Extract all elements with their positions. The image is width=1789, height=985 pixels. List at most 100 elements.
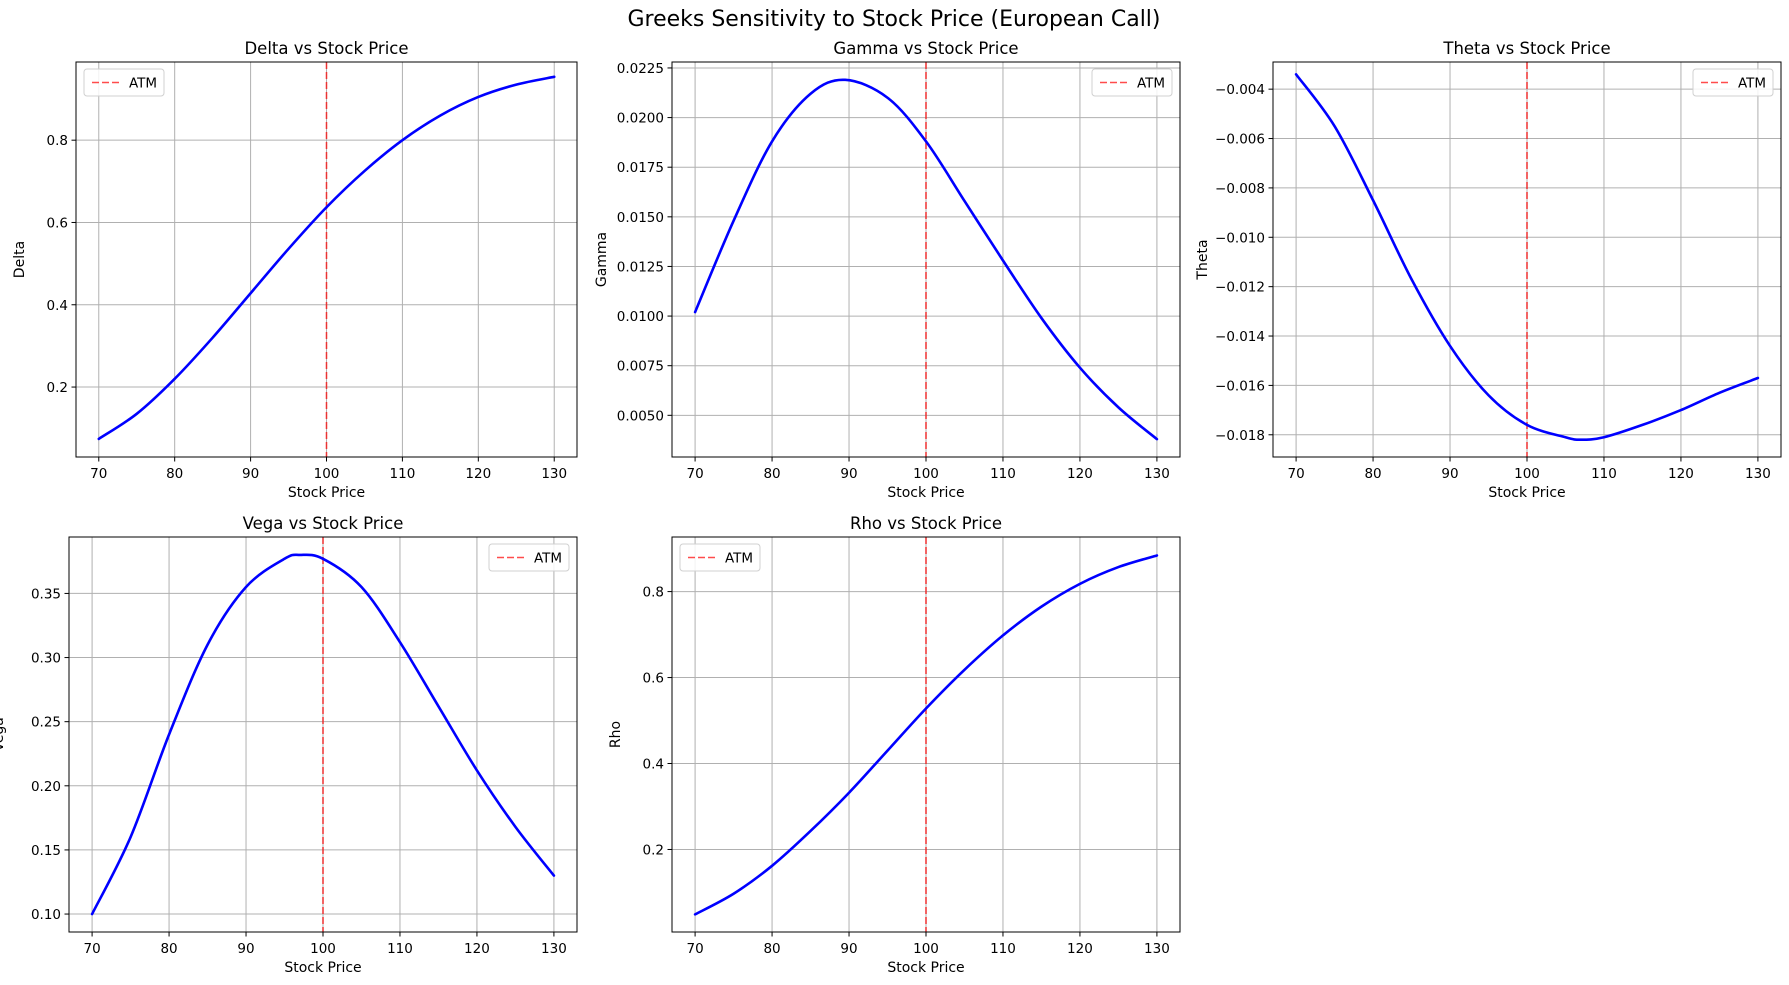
x-tick-label: 120 <box>1067 466 1093 482</box>
y-tick-label: −0.010 <box>1215 230 1265 246</box>
y-axis-label: Rho <box>608 721 624 748</box>
x-tick-label: 120 <box>1668 466 1694 482</box>
x-tick-label: 80 <box>160 941 177 957</box>
legend-atm-label: ATM <box>1137 76 1165 92</box>
rho-series-line <box>693 554 1159 916</box>
x-tick-label: 120 <box>464 941 490 957</box>
x-tick-label: 120 <box>1067 941 1093 957</box>
x-tick-label: 80 <box>166 466 183 482</box>
y-tick-label: 0.8 <box>643 585 664 601</box>
y-tick-label: 0.0200 <box>617 111 664 127</box>
y-tick-label: −0.016 <box>1215 378 1265 394</box>
legend: ATM <box>488 543 570 572</box>
y-tick-label: 0.20 <box>31 779 61 795</box>
y-axis-label: Theta <box>1195 239 1211 280</box>
y-tick-label: 0.8 <box>47 133 68 149</box>
x-tick-label: 90 <box>1441 466 1458 482</box>
x-tick-label: 100 <box>913 466 939 482</box>
x-tick-label: 90 <box>840 466 857 482</box>
y-tick-label: 0.2 <box>643 842 664 858</box>
rho-subplot-title: Rho vs Stock Price <box>850 514 1002 533</box>
x-tick-label: 130 <box>541 941 567 957</box>
legend: ATM <box>1091 68 1173 97</box>
y-tick-label: −0.006 <box>1215 132 1265 148</box>
legend-box <box>1692 68 1774 97</box>
y-tick-label: 0.0100 <box>617 309 664 325</box>
y-tick-label: 0.2 <box>47 380 68 396</box>
legend-atm-label: ATM <box>129 76 157 92</box>
y-tick-label: 0.4 <box>643 757 664 773</box>
x-tick-label: 110 <box>387 941 413 957</box>
legend-box <box>488 543 570 572</box>
x-tick-label: 90 <box>840 941 857 957</box>
x-tick-label: 90 <box>237 941 254 957</box>
y-tick-label: 0.0075 <box>617 359 664 375</box>
y-tick-label: 0.4 <box>47 298 68 314</box>
x-tick-label: 100 <box>1514 466 1540 482</box>
x-tick-label: 70 <box>90 466 107 482</box>
x-axis-label: Stock Price <box>887 960 964 976</box>
x-tick-label: 80 <box>763 941 780 957</box>
delta-series-line <box>97 75 556 441</box>
x-axis-label: Stock Price <box>887 485 964 501</box>
x-tick-label: 70 <box>83 941 100 957</box>
gamma-subplot: 70 80 90 100 110 120 130 0.0050 0.0075 0.0100 0.01… <box>594 39 1181 501</box>
y-tick-label: 0.0050 <box>617 408 664 424</box>
x-tick-label: 130 <box>1745 466 1771 482</box>
legend-atm-label: ATM <box>1738 76 1766 92</box>
x-tick-label: 70 <box>686 941 703 957</box>
theta-subplot: 70 80 90 100 110 120 130 −0.018 −0.016 −0.014 −0.0… <box>1195 39 1782 501</box>
figure-title: Greeks Sensitivity to Stock Price (Europ… <box>627 7 1160 32</box>
y-tick-label: 0.10 <box>31 907 61 923</box>
x-tick-label: 100 <box>310 941 336 957</box>
legend: ATM <box>1692 68 1774 97</box>
y-tick-label: 0.6 <box>643 671 664 687</box>
x-tick-label: 70 <box>1287 466 1304 482</box>
x-axis-label: Stock Price <box>288 485 365 501</box>
x-tick-label: 80 <box>1364 466 1381 482</box>
legend: ATM <box>679 543 761 572</box>
legend-atm-label: ATM <box>725 551 753 567</box>
vega-series-line <box>90 553 556 916</box>
x-tick-label: 90 <box>242 466 259 482</box>
y-tick-label: 0.6 <box>47 215 68 231</box>
theta-series-line <box>1294 73 1760 442</box>
y-tick-label: 0.30 <box>31 651 61 667</box>
rho-subplot: 70 80 90 100 110 120 130 0.2 0.4 0.6 0.8 Rho vs Sto… <box>608 514 1181 976</box>
y-tick-label: −0.018 <box>1215 428 1265 444</box>
x-tick-label: 80 <box>763 466 780 482</box>
delta-subplot-title: Delta vs Stock Price <box>244 39 408 58</box>
y-tick-label: 0.0175 <box>617 160 664 176</box>
x-tick-label: 120 <box>465 466 491 482</box>
y-tick-label: 0.0150 <box>617 210 664 226</box>
vega-subplot: 70 80 90 100 110 120 130 0.10 0.15 0.20 0.25 0.30 0.… <box>0 514 578 976</box>
x-tick-label: 130 <box>1144 941 1170 957</box>
y-tick-label: −0.012 <box>1215 280 1265 296</box>
x-tick-label: 100 <box>314 466 340 482</box>
delta-subplot: 70 80 90 100 110 120 130 0.2 0.4 0.6 0.8 Delta vs S… <box>12 39 578 501</box>
x-axis-label: Stock Price <box>1488 485 1565 501</box>
y-tick-label: −0.004 <box>1215 82 1265 98</box>
legend-box <box>83 68 165 97</box>
y-tick-label: −0.008 <box>1215 181 1265 197</box>
x-tick-label: 110 <box>390 466 416 482</box>
y-axis-label: Delta <box>12 241 28 278</box>
legend: ATM <box>83 68 165 97</box>
y-axis-label: Vega <box>0 717 7 752</box>
y-tick-label: 0.15 <box>31 843 61 859</box>
y-axis-label: Gamma <box>594 232 610 287</box>
y-tick-label: 0.0225 <box>617 61 664 77</box>
y-tick-label: 0.35 <box>31 586 61 602</box>
x-tick-label: 130 <box>541 466 567 482</box>
legend-box <box>679 543 761 572</box>
theta-subplot-title: Theta vs Stock Price <box>1442 39 1610 58</box>
x-tick-label: 110 <box>990 466 1016 482</box>
legend-box <box>1091 68 1173 97</box>
x-tick-label: 110 <box>1591 466 1617 482</box>
gamma-series-line <box>693 78 1159 441</box>
x-axis-label: Stock Price <box>284 960 361 976</box>
gamma-subplot-title: Gamma vs Stock Price <box>833 39 1018 58</box>
x-tick-label: 110 <box>990 941 1016 957</box>
subplot-grid: 70 80 90 100 110 120 130 0.2 0.4 0.6 0.8 Delta vs S… <box>0 39 1782 976</box>
